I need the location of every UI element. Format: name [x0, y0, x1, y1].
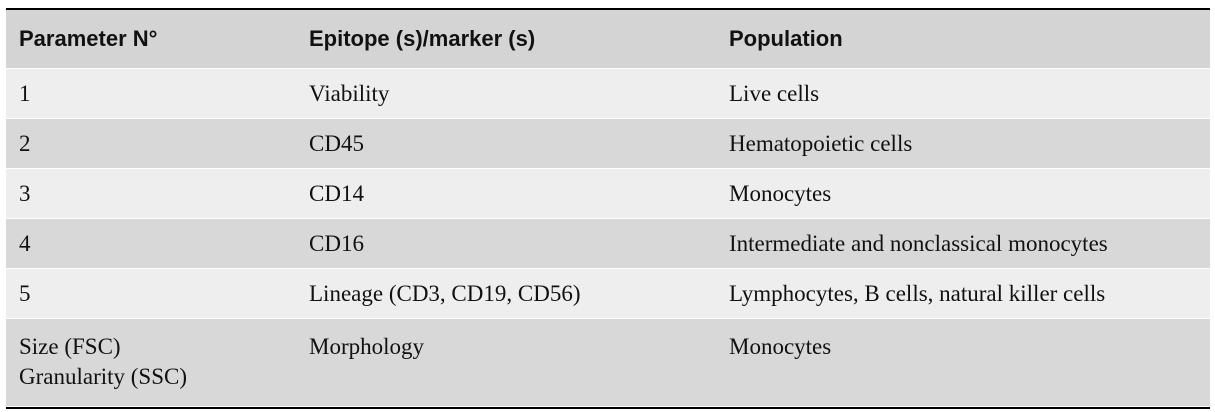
population-cell: Intermediate and nonclassical monocytes — [729, 230, 1108, 256]
parameter-text: 1 — [19, 80, 31, 106]
table-row: 1 Viability Live cells — [6, 69, 1210, 119]
parameter-cell: 5 — [6, 279, 296, 309]
marker-cell: CD45 — [309, 130, 364, 156]
marker-cell: Viability — [309, 80, 390, 106]
population-cell: Lymphocytes, B cells, natural killer cel… — [729, 280, 1106, 306]
table-row: 5 Lineage (CD3, CD19, CD56) Lymphocytes,… — [6, 269, 1210, 319]
parameter-cell: 3 — [6, 179, 296, 209]
population-cell: Live cells — [729, 80, 820, 106]
parameter-text: 5 — [19, 280, 31, 306]
header-population: Population — [729, 26, 843, 51]
table-bottom-rule — [6, 407, 1210, 409]
table-row: 2 CD45 Hematopoietic cells — [6, 119, 1210, 169]
table-row: 4 CD16 Intermediate and nonclassical mon… — [6, 219, 1210, 269]
parameter-cell: Size (FSC) Granularity (SSC) — [6, 332, 296, 392]
parameter-text: 2 — [19, 130, 31, 156]
parameter-text: Granularity (SSC) — [19, 364, 188, 389]
header-parameter: Parameter N° — [19, 26, 158, 51]
population-cell: Monocytes — [729, 334, 832, 359]
marker-cell: CD14 — [309, 180, 364, 206]
table-row: 3 CD14 Monocytes — [6, 169, 1210, 219]
parameter-cell: 2 — [6, 129, 296, 159]
parameter-cell: 1 — [6, 79, 296, 109]
data-table: Parameter N° Epitope (s)/marker (s) Popu… — [6, 8, 1210, 409]
table-top-rule — [6, 8, 1210, 10]
table-header-row: Parameter N° Epitope (s)/marker (s) Popu… — [6, 10, 1210, 69]
marker-cell: Lineage (CD3, CD19, CD56) — [309, 280, 581, 306]
parameter-cell: 4 — [6, 229, 296, 259]
parameter-text: 3 — [19, 180, 31, 206]
population-cell: Monocytes — [729, 180, 832, 206]
population-cell: Hematopoietic cells — [729, 130, 913, 156]
parameter-text: Size (FSC) — [19, 334, 121, 359]
marker-cell: Morphology — [309, 334, 424, 359]
table-row: Size (FSC) Granularity (SSC) Morphology … — [6, 319, 1210, 407]
marker-cell: CD16 — [309, 230, 364, 256]
parameter-text: 4 — [19, 230, 31, 256]
header-epitope-marker: Epitope (s)/marker (s) — [309, 26, 536, 51]
